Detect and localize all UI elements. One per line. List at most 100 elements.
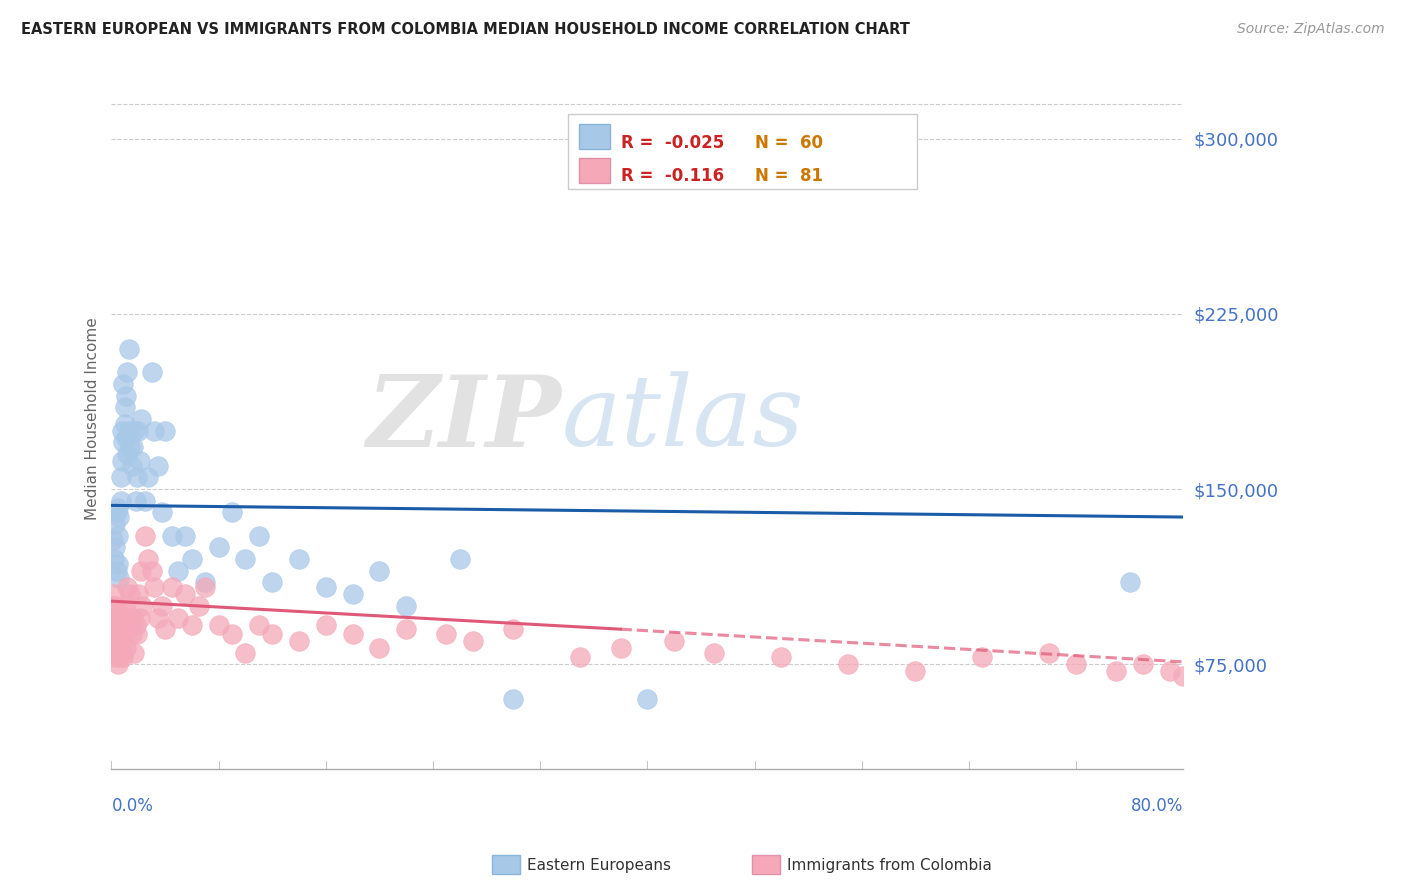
Point — [105, 564, 128, 578]
Point — [150, 505, 173, 519]
Point — [569, 650, 592, 665]
Point — [112, 435, 135, 450]
Point — [108, 571, 131, 585]
Text: 80.0%: 80.0% — [1130, 797, 1184, 815]
Text: atlas: atlas — [561, 371, 804, 467]
Point — [662, 633, 685, 648]
Point — [174, 587, 197, 601]
Point — [101, 533, 124, 548]
Point — [463, 633, 485, 648]
Text: R =  -0.025: R = -0.025 — [621, 134, 724, 152]
Point — [107, 657, 129, 672]
Point — [235, 646, 257, 660]
Point — [134, 493, 156, 508]
Text: Eastern Europeans: Eastern Europeans — [527, 858, 671, 872]
Point — [104, 650, 127, 665]
Point — [136, 470, 159, 484]
Point — [315, 580, 337, 594]
Point — [104, 541, 127, 555]
Point — [115, 640, 138, 655]
Point — [449, 552, 471, 566]
Point — [153, 424, 176, 438]
Text: R =  -0.116: R = -0.116 — [621, 167, 724, 185]
Point — [194, 580, 217, 594]
Point — [107, 557, 129, 571]
Point — [434, 627, 457, 641]
Point — [194, 575, 217, 590]
Point — [111, 603, 134, 617]
Point — [110, 493, 132, 508]
Point — [115, 388, 138, 402]
Point — [127, 424, 149, 438]
Point — [125, 470, 148, 484]
Point — [112, 376, 135, 391]
Point — [129, 412, 152, 426]
Point — [247, 529, 270, 543]
Text: ZIP: ZIP — [367, 371, 561, 467]
Point — [180, 552, 202, 566]
Point — [342, 587, 364, 601]
Point — [247, 617, 270, 632]
Point — [117, 447, 139, 461]
Point — [120, 440, 142, 454]
Point — [101, 599, 124, 613]
Point — [104, 617, 127, 632]
Point — [128, 610, 150, 624]
Point — [127, 587, 149, 601]
Point — [141, 365, 163, 379]
Point — [770, 650, 793, 665]
Point — [122, 646, 145, 660]
Point — [221, 627, 243, 641]
Point — [143, 580, 166, 594]
Point — [904, 665, 927, 679]
Point — [114, 599, 136, 613]
Point — [368, 640, 391, 655]
Point — [1173, 669, 1195, 683]
Point — [105, 610, 128, 624]
Point — [110, 617, 132, 632]
Point — [118, 342, 141, 356]
Point — [105, 505, 128, 519]
Point — [114, 401, 136, 415]
Text: 0.0%: 0.0% — [111, 797, 153, 815]
Point — [115, 610, 138, 624]
Point — [262, 575, 284, 590]
Point — [107, 646, 129, 660]
Point — [104, 633, 127, 648]
Point — [395, 599, 418, 613]
Point — [105, 639, 128, 653]
Point — [395, 622, 418, 636]
Point — [160, 529, 183, 543]
Point — [110, 470, 132, 484]
Y-axis label: Median Household Income: Median Household Income — [86, 318, 100, 520]
Point — [167, 610, 190, 624]
Point — [117, 580, 139, 594]
Point — [134, 529, 156, 543]
Point — [101, 622, 124, 636]
Point — [315, 617, 337, 632]
Point — [143, 424, 166, 438]
Point — [107, 500, 129, 515]
Point — [262, 627, 284, 641]
Point — [103, 627, 125, 641]
Point — [972, 650, 994, 665]
Point — [107, 529, 129, 543]
Text: N =  60: N = 60 — [755, 134, 823, 152]
Point — [105, 627, 128, 641]
Point — [110, 627, 132, 641]
Text: N =  81: N = 81 — [755, 167, 823, 185]
Point — [148, 610, 170, 624]
Point — [103, 552, 125, 566]
Point — [131, 599, 153, 613]
Point — [153, 622, 176, 636]
Point — [128, 454, 150, 468]
Point — [115, 431, 138, 445]
Point — [125, 627, 148, 641]
Text: Immigrants from Colombia: Immigrants from Colombia — [787, 858, 993, 872]
Point — [108, 510, 131, 524]
Point — [1038, 646, 1060, 660]
Point — [108, 650, 131, 665]
Point — [121, 458, 143, 473]
Point — [124, 617, 146, 632]
Point — [221, 505, 243, 519]
